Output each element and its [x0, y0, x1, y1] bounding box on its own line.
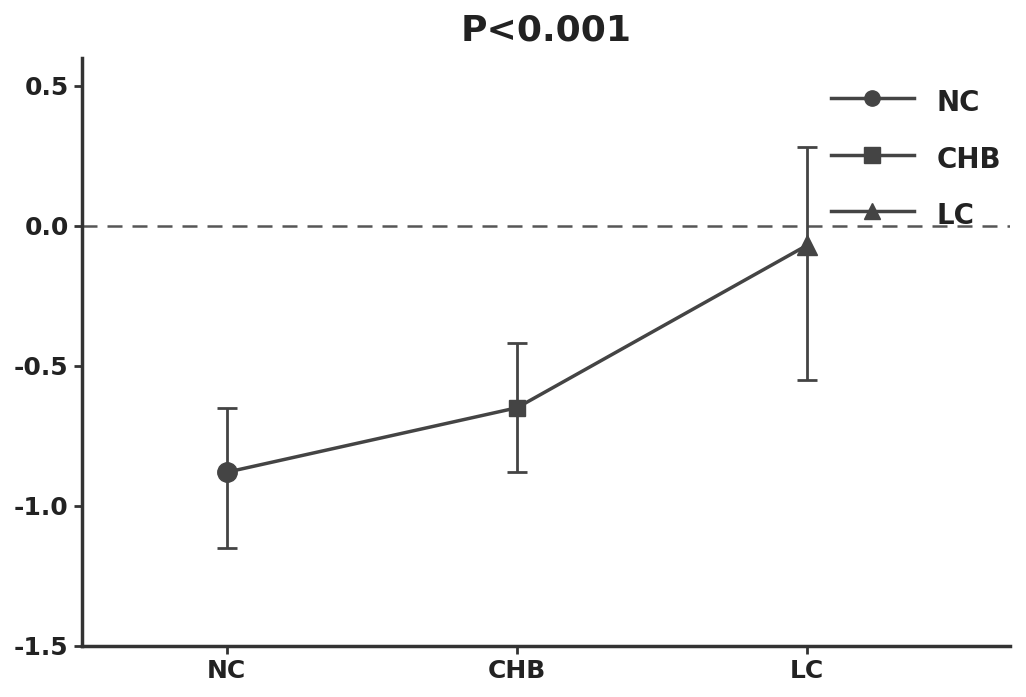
Legend: NC, CHB, LC: NC, CHB, LC [817, 72, 1015, 245]
Title: P<0.001: P<0.001 [461, 14, 631, 48]
